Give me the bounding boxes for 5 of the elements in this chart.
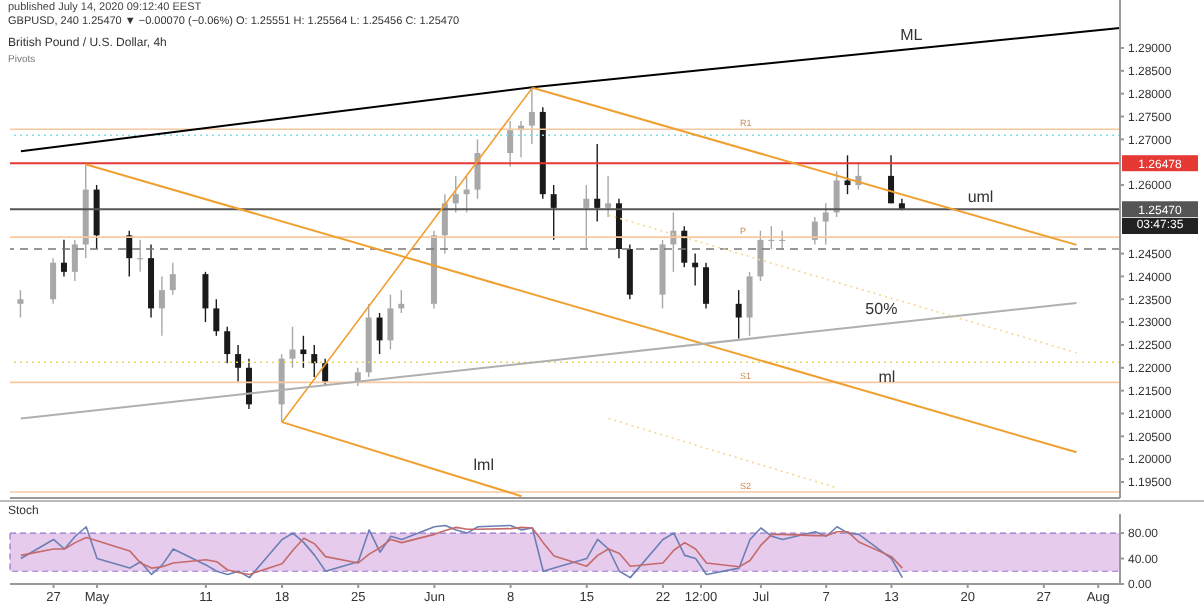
series-label: uml: [967, 187, 994, 206]
series-label: ml: [878, 368, 896, 387]
series-label: 50%: [865, 300, 898, 318]
series-label: ML: [900, 26, 923, 45]
series-label: lml: [473, 455, 494, 474]
